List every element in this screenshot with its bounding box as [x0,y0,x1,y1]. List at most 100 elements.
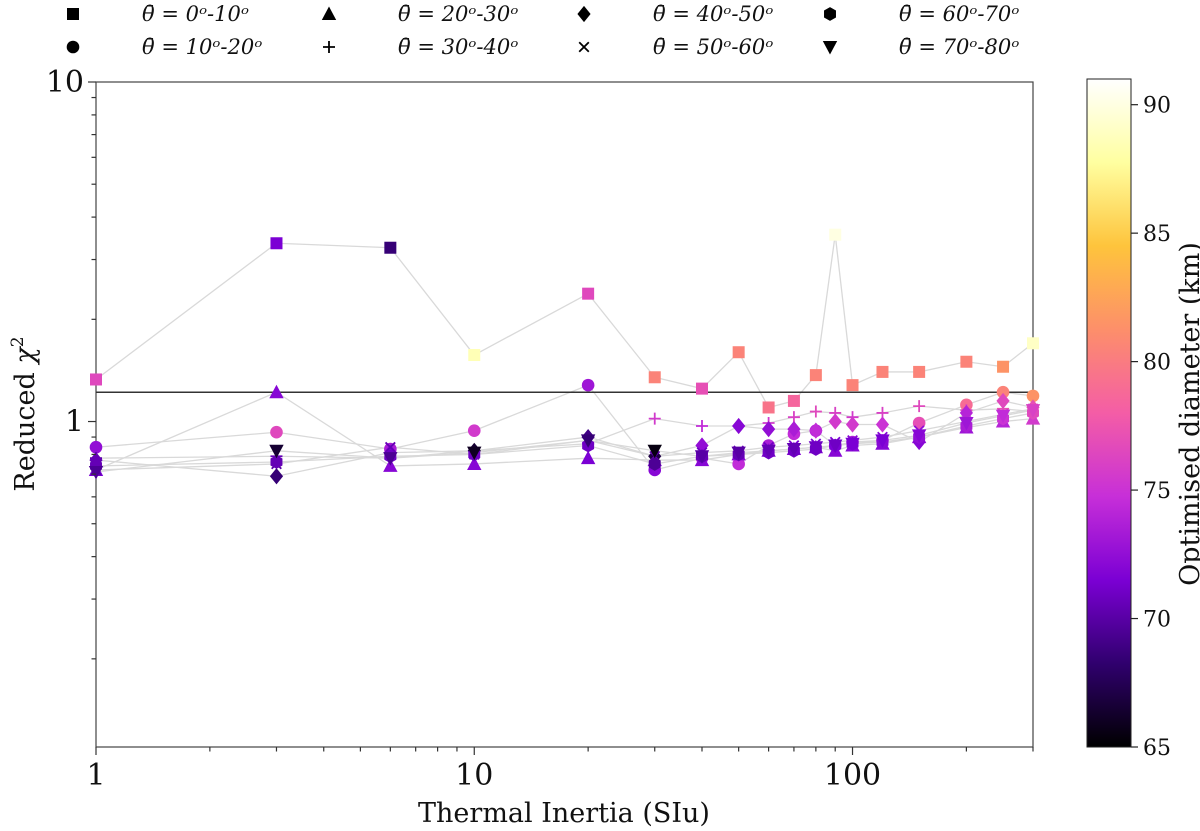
plot-area: 1 10 100 1 10 [46,65,1041,793]
data-point [809,422,823,439]
data-point [1025,404,1041,418]
series-line [95,405,1034,459]
data-point [876,365,889,378]
data-point [90,373,102,386]
colorbar-label: Optimised diameter (km) [1175,242,1200,586]
plot-frame [95,81,1034,748]
data-point [875,416,890,433]
series-line [95,400,1034,477]
connecting-lines [95,234,1034,477]
data-point [912,416,926,430]
legend-marker [577,5,591,23]
legend-marker [578,41,590,53]
colorbar-tick-label: 70 [1143,608,1171,633]
data-point [580,434,596,448]
y-axis-label-main: Reduced [10,364,41,492]
data-point [731,446,746,461]
data-point [913,365,926,378]
data-point [732,457,745,471]
colorbar: 65 70 75 80 85 90 Optimised diameter (km) [1086,78,1200,761]
legend-label: θ̄ = 40ᵒ-50ᵒ [653,2,773,26]
data-point [270,237,283,250]
x-tick-label: 10 [455,758,493,793]
data-point [88,466,104,480]
data-point [648,371,661,384]
data-point [762,401,775,414]
data-point [911,429,927,443]
data-point [270,425,283,439]
data-point [467,446,482,461]
data-point [1027,337,1039,350]
legend: θ̄ = 0ᵒ-10ᵒ θ̄ = 10ᵒ-20ᵒ θ̄ = 20ᵒ-30ᵒ θ̄ = … [66,2,1019,59]
series-line [95,384,1034,471]
data-point [269,384,284,399]
series-line [95,391,1034,471]
y-tick-label: 1 [65,405,84,440]
data-point [269,444,284,459]
legend-label: θ̄ = 10ᵒ-20ᵒ [142,35,262,59]
data-point [995,409,1011,424]
data-markers [88,228,1041,485]
data-point [959,417,974,431]
colorbar-ticks: 65 70 75 80 85 90 [1131,94,1171,761]
legend-label: θ̄ = 0ᵒ-10ᵒ [142,2,249,26]
data-point [582,287,595,300]
data-point [809,405,822,418]
x-tick-label: 100 [824,758,881,793]
data-point [468,349,481,362]
data-point [828,439,843,453]
data-point [384,241,397,254]
data-point [761,444,776,459]
legend-marker [67,8,79,20]
data-point [845,416,860,433]
x-tick-label: 1 [86,758,105,793]
legend-marker [321,6,337,20]
y-axis-label-symbol: χ [10,346,41,366]
data-point [695,420,708,433]
data-point [875,434,890,448]
data-point [829,228,842,241]
data-point [695,382,708,395]
legend-marker [824,7,836,21]
data-point [732,417,746,435]
data-point [787,394,800,407]
data-point [89,440,103,454]
data-point [648,457,661,471]
colorbar-tick-label: 90 [1143,94,1171,119]
legend-marker [822,41,838,55]
y-axis-label-superscript: 2 [8,336,28,347]
data-point [786,443,802,457]
data-point [787,420,801,438]
legend-label: θ̄ = 50ᵒ-60ᵒ [653,35,773,59]
legend-label: θ̄ = 70ᵒ-80ᵒ [899,35,1019,59]
colorbar-tick-label: 75 [1143,479,1171,504]
series-line [95,412,1034,467]
legend-label: θ̄ = 30ᵒ-40ᵒ [398,35,518,59]
data-point [960,355,973,368]
series-line [95,409,1034,473]
legend-marker [66,40,80,54]
data-point [694,450,710,464]
data-point [384,441,396,453]
data-point [762,420,776,438]
data-point [808,441,824,455]
data-point [846,379,859,392]
data-point [270,455,283,469]
legend-marker [323,41,335,53]
data-point [467,424,481,437]
data-point [1026,389,1040,403]
data-point [580,450,596,465]
colorbar-tick-label: 65 [1143,736,1171,761]
y-tick-label: 10 [46,65,84,100]
colorbar-tick-label: 80 [1143,351,1171,376]
data-point [581,378,595,392]
y-axis-label: Reduced χ2 [8,336,41,491]
data-point [913,400,926,413]
data-point [648,412,661,425]
data-point [997,360,1010,373]
colorbar-tick-label: 85 [1143,222,1171,247]
data-point [996,385,1010,399]
data-point [732,346,745,359]
x-axis-label: Thermal Inertia (SIu) [418,798,710,829]
